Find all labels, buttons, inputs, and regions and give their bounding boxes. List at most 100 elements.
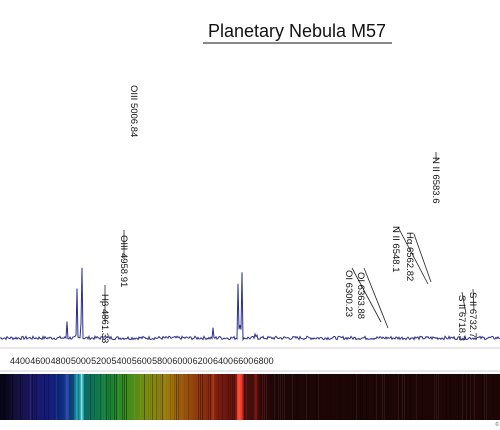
strip-band [34,374,35,420]
strip-band [236,374,237,420]
annotation-leader-8 [461,291,467,315]
plot-area [0,267,500,342]
strip-band [118,374,119,420]
strip-glow-3 [210,374,216,420]
strip-band [212,374,213,420]
strip-band [282,374,283,420]
strip-band [262,374,263,420]
strip-band [44,374,45,420]
strip-band [372,374,373,420]
strip-band [246,374,247,420]
strip-band [486,374,487,420]
strip-band [184,374,185,420]
strip-band [218,374,219,420]
strip-band [484,374,485,420]
strip-band [170,374,171,420]
strip-band [416,374,417,420]
strip-band [396,374,397,420]
strip-band [158,374,159,420]
strip-emission-line-1 [75,374,78,420]
strip-band [380,374,381,420]
strip-band [100,374,101,420]
annotation-label-0: Hβ 4861.33 [99,294,110,343]
strip-band [278,374,279,420]
tick-label-5000: 5000 [71,356,91,366]
strip-band [330,374,331,420]
strip-band [366,374,367,420]
strip-band [232,374,233,420]
strip-band [94,374,95,420]
strip-band [264,374,265,420]
strip-band [68,374,69,420]
strip-band [228,374,229,420]
strip-band [298,374,299,420]
strip-band [96,374,97,420]
strip-band [210,374,211,420]
strip-band [174,374,175,420]
strip-band [464,374,465,420]
strip-band [402,374,403,420]
strip-band [144,374,145,420]
strip-band [320,374,321,420]
strip-band [284,374,285,420]
strip-band [400,374,401,420]
strip-band [30,374,31,420]
strip-band [112,374,113,420]
strip-band [496,374,497,420]
strip-emission-line-2 [80,374,83,420]
strip-band [58,374,59,420]
strip-emission-line-6 [240,374,243,420]
strip-band [244,374,245,420]
strip-band [494,374,495,420]
strip-band [462,374,463,420]
strip-emission-line-7 [255,374,257,420]
tick-label-5200: 5200 [91,356,111,366]
strip-glow-7 [253,374,259,420]
strip-band [468,374,469,420]
strip-band [116,374,117,420]
strip-band [322,374,323,420]
strip-band [292,374,293,420]
strip-band [446,374,447,420]
strip-band [388,374,389,420]
strip-band [28,374,29,420]
annotation-label-5: N II 6548.1 [390,226,401,272]
annotation-label-1: OIII 4958.91 [118,235,129,287]
strip-band [276,374,277,420]
strip-band [338,374,339,420]
strip-band [124,374,125,420]
strip-band [326,374,327,420]
strip-band [80,374,81,420]
strip-band [348,374,349,420]
strip-band [384,374,385,420]
strip-band [376,374,377,420]
tick-label-6400: 6400 [213,356,233,366]
strip-band [114,374,115,420]
strip-band [234,374,235,420]
strip-band [478,374,479,420]
strip-band [306,374,307,420]
strip-emission-line-3 [211,374,214,420]
strip-band [74,374,75,420]
strip-band [398,374,399,420]
strip-band [346,374,347,420]
strip-band [368,374,369,420]
strip-band [352,374,353,420]
tick-label-6800: 6800 [254,356,274,366]
tick-label-4800: 4800 [51,356,71,366]
spectrum-strip [0,374,500,420]
tick-label-6000: 6000 [172,356,192,366]
strip-band [362,374,363,420]
strip-band [482,374,483,420]
strip-band [316,374,317,420]
strip-band [26,374,27,420]
spectrum-strip-background [0,374,500,420]
strip-band [390,374,391,420]
strip-band [474,374,475,420]
annotation-leader-6 [413,233,432,283]
strip-band [340,374,341,420]
annotation-label-9: S II 6732.7 [467,292,478,338]
strip-band [422,374,423,420]
